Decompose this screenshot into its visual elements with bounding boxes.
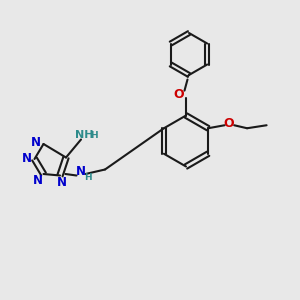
Text: NH: NH	[75, 130, 93, 140]
Text: H: H	[90, 131, 98, 140]
Text: N: N	[33, 173, 43, 187]
Text: N: N	[56, 176, 67, 189]
Text: N: N	[31, 136, 41, 149]
Text: H: H	[84, 173, 92, 182]
Text: N: N	[22, 152, 32, 166]
Text: O: O	[224, 117, 234, 130]
Text: O: O	[173, 88, 184, 101]
Text: N: N	[76, 165, 86, 178]
